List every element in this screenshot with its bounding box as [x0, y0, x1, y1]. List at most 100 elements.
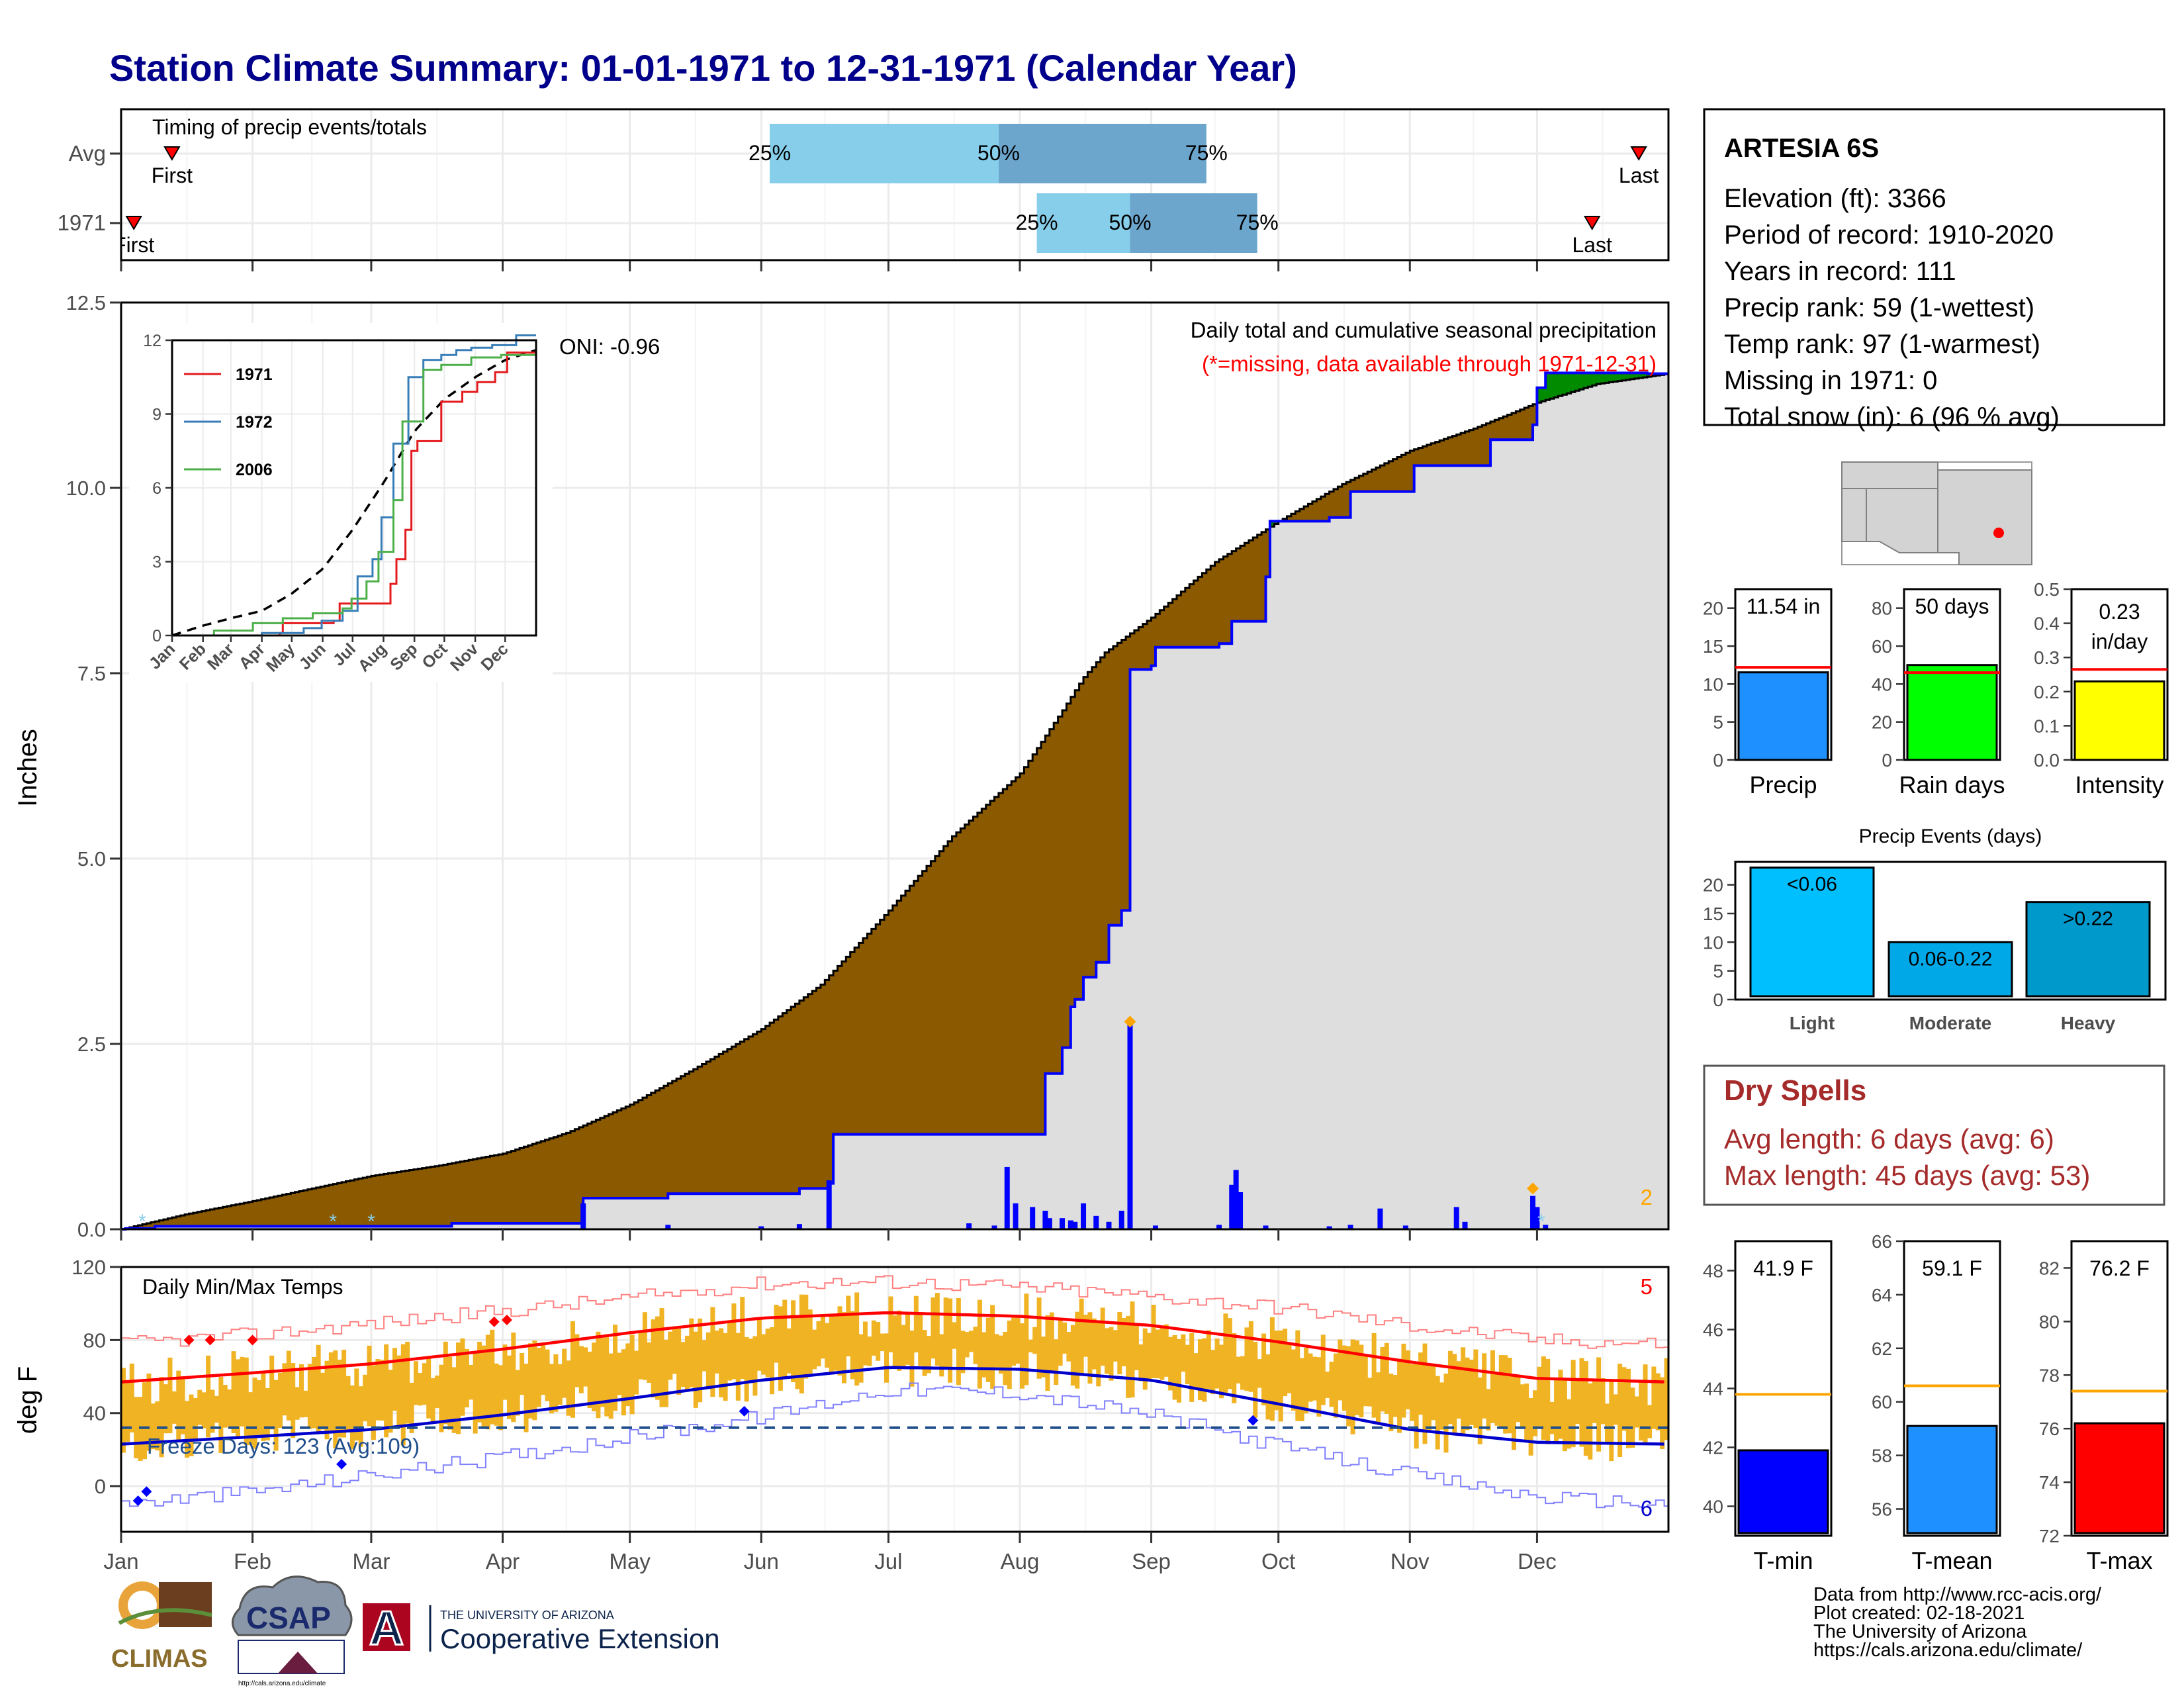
temp-daily-range-bar [337, 1360, 342, 1438]
precip-observed-area [121, 373, 1668, 1229]
timing-p50-label: 50% [1109, 211, 1151, 234]
temp-daily-range-bar [235, 1359, 240, 1436]
precip-deficit-fill [1172, 599, 1177, 647]
precip-deficit-fill [464, 1160, 469, 1224]
temp-daily-range-bar [1384, 1342, 1389, 1414]
temp-daily-range-bar [1554, 1378, 1559, 1442]
precip-deficit-fill [647, 1095, 652, 1198]
station-location-marker [1993, 528, 2004, 538]
precip-deficit-fill [1503, 416, 1508, 440]
precip-daily-bar [1068, 1220, 1073, 1229]
temp-daily-range-bar [689, 1318, 694, 1387]
temp-bar-value-t-mean [1906, 1425, 1998, 1534]
temp-daily-range-bar [1625, 1368, 1631, 1448]
precip-deficit-fill [566, 1133, 571, 1224]
temp-daily-range-bar [1660, 1377, 1665, 1450]
temp-daily-range-bar [1452, 1354, 1457, 1434]
precip-deficit-fill [1197, 577, 1203, 647]
timing-p25-label: 25% [749, 141, 791, 165]
precip-deficit-fill [312, 1188, 317, 1227]
temp-y-axis-label: deg F [13, 1366, 42, 1434]
precip-daily-bar [1238, 1192, 1244, 1229]
temp-daily-range-bar [400, 1344, 406, 1446]
precip-deficit-fill [702, 1064, 707, 1194]
station-name: ARTESIA 6S [1724, 134, 1879, 163]
precip-surplus-fill [1554, 373, 1559, 398]
temp-daily-range-bar [782, 1299, 788, 1378]
precip-deficit-fill [1189, 584, 1195, 647]
precip-deficit-fill [574, 1129, 580, 1224]
precip-surplus-fill [1604, 373, 1610, 383]
precip-deficit-fill [1210, 565, 1216, 647]
precip-deficit-fill [1214, 562, 1220, 647]
month-x-tick-label: Jan [103, 1549, 138, 1573]
precip-deficit-fill [1469, 430, 1474, 466]
precip-deficit-fill [672, 1081, 677, 1194]
temp-daily-range-bar [451, 1367, 457, 1433]
precip-daily-bar [1377, 1208, 1383, 1229]
precip-deficit-fill [1028, 761, 1033, 1135]
precip-deficit-fill [820, 984, 825, 1189]
precip-daily-bar [1233, 1170, 1239, 1229]
temp-daily-range-bar [1482, 1353, 1487, 1419]
precip-deficit-fill [956, 832, 961, 1135]
precip-deficit-fill [1452, 436, 1457, 466]
temp-daily-range-bar [629, 1335, 635, 1415]
station-info-box: ARTESIA 6S Elevation (ft): 3366 Period o… [1703, 108, 2165, 432]
temp-record-max-line [121, 1275, 1668, 1349]
temp-daily-range-bar [756, 1318, 762, 1371]
temp-daily-range-bar [1168, 1336, 1173, 1391]
temp-bar-y-tick-label: 58 [1872, 1446, 1892, 1466]
temp-daily-range-bar [960, 1331, 966, 1374]
precip-deficit-fill [502, 1153, 508, 1224]
temp-daily-range-bar [1537, 1366, 1542, 1427]
mini-bar-value-label: 0.23 [2099, 600, 2140, 624]
temp-daily-range-bar [1570, 1360, 1576, 1448]
temp-daily-range-bar [1583, 1361, 1588, 1456]
temp-daily-range-bar [1600, 1378, 1606, 1425]
temp-daily-range-bar [1070, 1325, 1075, 1386]
temp-daily-range-bar [536, 1347, 541, 1407]
precip-deficit-fill [1287, 516, 1292, 522]
precip-trace-marker: * [367, 1211, 375, 1233]
precip-surplus-fill [1617, 373, 1623, 381]
timing-frame [120, 108, 1670, 261]
inset-y-tick-label: 0 [152, 627, 161, 645]
university-of-arizona-logo: A THE UNIVERSITY OF ARIZONA Cooperative … [363, 1601, 720, 1656]
precip-deficit-fill [892, 905, 897, 1135]
temp-daily-range-bar [770, 1327, 775, 1395]
precip-deficit-fill [1049, 729, 1054, 1074]
temp-record-high-diamond [488, 1316, 500, 1327]
precip-y-tick-label: 0.0 [77, 1218, 106, 1241]
temp-daily-range-bar [1350, 1339, 1355, 1434]
temp-daily-range-bar [1473, 1349, 1479, 1429]
temp-count-bottom: 6 [1641, 1496, 1653, 1521]
precip-deficit-fill [354, 1179, 359, 1227]
precip-deficit-fill [456, 1162, 461, 1224]
precip-deficit-fill [392, 1172, 397, 1227]
temp-daily-range-bar [1422, 1343, 1428, 1444]
temp-daily-range-bar [1197, 1339, 1203, 1401]
precip-deficit-fill [952, 836, 957, 1135]
temp-daily-range-bar [485, 1335, 490, 1430]
precip-surplus-fill [1643, 373, 1648, 378]
temp-bar-value-t-min [1737, 1449, 1829, 1534]
precip-deficit-fill [358, 1178, 363, 1227]
temp-daily-range-bar [244, 1357, 249, 1445]
precip-deficit-fill [1160, 610, 1165, 647]
precip-deficit-fill [1435, 442, 1440, 466]
precip-deficit-fill [854, 947, 860, 1135]
precip-deficit-fill [1206, 569, 1211, 647]
temp-daily-range-bar [1024, 1293, 1029, 1385]
temp-daily-range-bar [456, 1342, 461, 1434]
precip-deficit-fill [367, 1176, 372, 1227]
temp-daily-range-bar [625, 1343, 631, 1407]
temp-bar-y-tick-label: 56 [1872, 1499, 1892, 1520]
temp-daily-range-bar [719, 1328, 724, 1397]
precip-deficit-fill [1091, 667, 1097, 978]
temp-daily-range-bar [1604, 1403, 1610, 1444]
temp-daily-range-bar [1223, 1313, 1228, 1393]
temp-daily-range-bar [1397, 1358, 1402, 1433]
precip-deficit-fill [723, 1051, 728, 1194]
temp-daily-range-bar [146, 1373, 152, 1451]
